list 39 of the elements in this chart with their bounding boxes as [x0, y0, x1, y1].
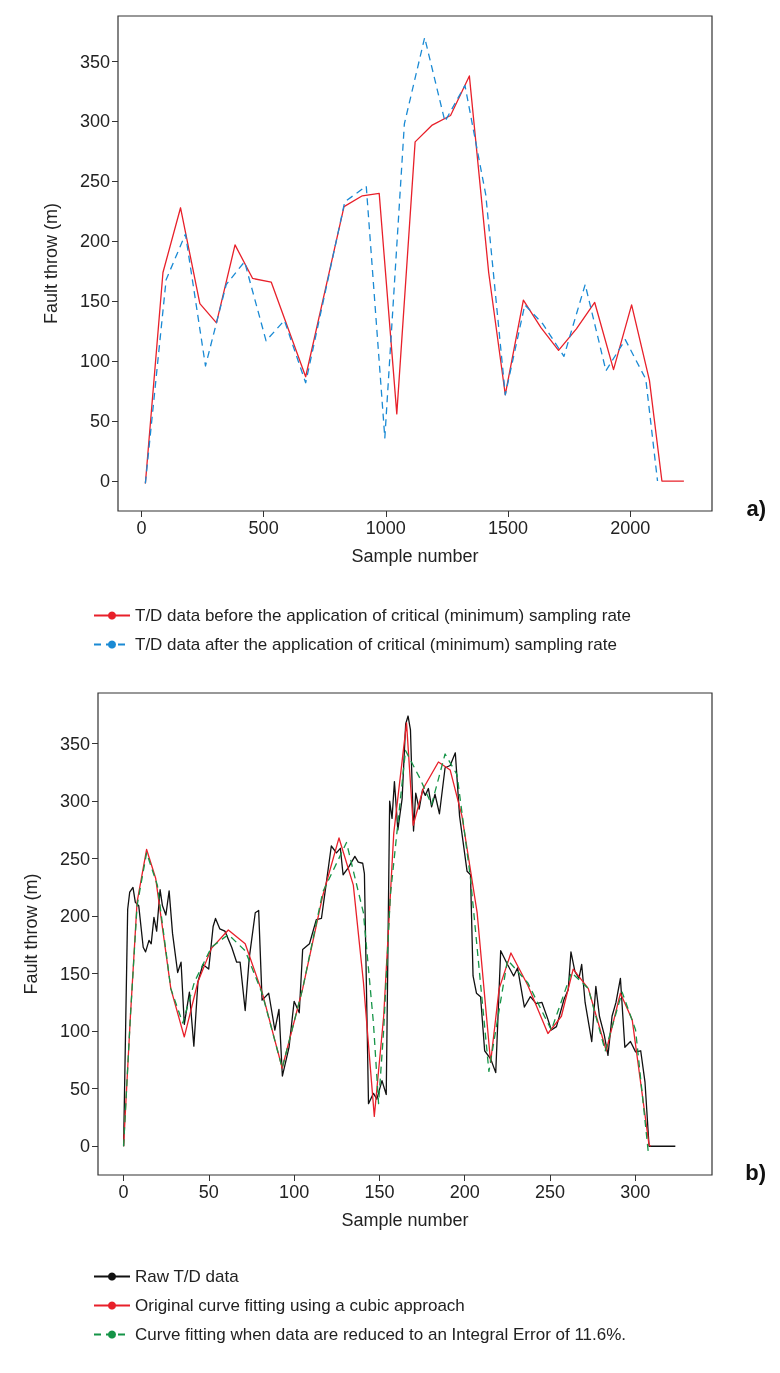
x-tick-label: 250 — [534, 1182, 565, 1202]
y-tick-label: 250 — [59, 848, 90, 869]
x-axis-title: Sample number — [341, 1210, 469, 1230]
legend-label: Curve fitting when data are reduced to an Integral Error of 11.6%. — [135, 1325, 627, 1344]
y-tick-label: 100 — [79, 351, 110, 372]
x-tick-label: 2000 — [610, 518, 651, 538]
x-axis-title: Sample number — [351, 546, 479, 566]
y-axis-title: Fault throw (m) — [21, 873, 41, 995]
y-tick-label: 300 — [79, 111, 110, 132]
y-tick-label: 300 — [59, 791, 90, 812]
x-tick-label: 0 — [136, 518, 147, 538]
y-tick-label: 150 — [59, 963, 90, 984]
y-tick-label: 250 — [79, 171, 110, 192]
y-tick-label: 350 — [79, 51, 110, 72]
x-tick-label: 0 — [118, 1182, 129, 1202]
y-tick-label: 0 — [79, 1136, 90, 1157]
legend-label: T/D data before the application of critical (minimum) sampling rate — [135, 606, 632, 625]
x-tick-label: 1000 — [365, 518, 406, 538]
x-tick-label: 50 — [198, 1182, 219, 1202]
x-tick-label: 150 — [364, 1182, 395, 1202]
x-tick-label: 500 — [248, 518, 279, 538]
legend-label: Original curve fitting using a cubic approach — [135, 1296, 465, 1315]
y-tick-label: 200 — [79, 231, 110, 252]
y-tick-label: 200 — [59, 906, 90, 927]
legend-label: Raw T/D data — [135, 1267, 240, 1286]
y-tick-label: 150 — [79, 291, 110, 312]
text: a) — [746, 495, 766, 521]
legend-label: T/D data after the application of critical (minimum) sampling rate — [135, 635, 617, 654]
text: b) — [745, 1159, 766, 1185]
x-tick-label: 300 — [620, 1182, 651, 1202]
y-tick-label: 100 — [59, 1021, 90, 1042]
x-tick-label: 200 — [449, 1182, 480, 1202]
y-tick-label: 50 — [89, 411, 110, 432]
y-tick-label: 350 — [59, 733, 90, 754]
y-tick-label: 50 — [69, 1078, 90, 1099]
y-axis-title: Fault throw (m) — [41, 202, 61, 325]
x-tick-label: 1500 — [487, 518, 528, 538]
x-tick-label: 100 — [279, 1182, 310, 1202]
y-tick-label: 0 — [99, 471, 110, 492]
